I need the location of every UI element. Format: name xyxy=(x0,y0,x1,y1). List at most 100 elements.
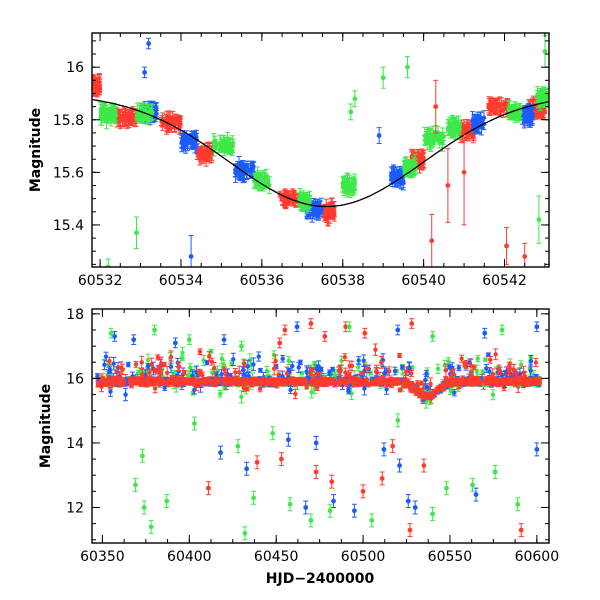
top-outlier-point xyxy=(146,37,152,50)
bottom-bright-outlier xyxy=(285,432,291,447)
top-data-point xyxy=(232,163,238,177)
bottom-plot-frame xyxy=(91,308,550,544)
bottom-x-tick-label: 60400 xyxy=(167,549,212,565)
bottom-bright-outlier xyxy=(141,500,147,515)
bottom-data-point xyxy=(256,351,262,362)
top-data-point xyxy=(176,115,182,126)
bottom-data-point xyxy=(451,389,457,397)
bottom-data-point xyxy=(462,362,468,368)
top-data-point xyxy=(344,180,350,192)
bottom-data-point xyxy=(123,387,129,402)
bottom-data-point xyxy=(493,348,499,361)
top-data-point xyxy=(498,97,504,112)
bottom-light-curve-panel: 60350 60400 60450 60500 60550 60600 12 14 16 18 M… xyxy=(38,307,559,587)
top-x-tick-label: 60540 xyxy=(401,273,446,289)
bottom-bright-outlier xyxy=(192,416,198,431)
bottom-bright-outlier xyxy=(205,481,211,496)
bottom-data-point xyxy=(490,389,496,401)
top-data-point xyxy=(457,122,463,135)
bottom-data-layer xyxy=(94,318,543,541)
bottom-data-point xyxy=(257,367,263,373)
top-data-point xyxy=(172,115,178,133)
bottom-y-tick-label: 14 xyxy=(66,436,84,452)
top-x-tick-label: 60534 xyxy=(159,273,204,289)
bottom-data-point xyxy=(198,369,204,376)
top-y-tick-label: 15.6 xyxy=(53,165,84,181)
bottom-bright-outlier xyxy=(331,494,337,508)
bottom-data-point xyxy=(273,354,279,368)
bottom-data-point xyxy=(297,359,303,366)
top-data-point xyxy=(153,103,159,116)
bottom-data-point xyxy=(106,356,112,366)
top-data-layer xyxy=(92,35,549,267)
bottom-faint-outlier xyxy=(430,331,436,342)
top-plot-frame xyxy=(91,32,550,268)
bottom-data-point xyxy=(399,364,405,370)
top-outlier-point xyxy=(536,195,542,244)
top-outlier-point xyxy=(188,234,194,267)
bottom-bright-outlier xyxy=(397,458,403,473)
bottom-data-point xyxy=(336,365,342,376)
top-data-point xyxy=(422,135,428,146)
bottom-bright-outlier xyxy=(534,442,540,457)
bottom-data-point xyxy=(149,357,155,372)
bottom-data-point xyxy=(211,361,217,375)
top-data-point xyxy=(472,118,478,127)
bottom-data-point xyxy=(146,368,152,377)
bottom-data-point xyxy=(506,361,512,369)
bottom-bright-outlier xyxy=(242,526,248,541)
bottom-data-point xyxy=(361,354,367,367)
bottom-data-point xyxy=(280,354,286,363)
bottom-data-point xyxy=(528,364,534,378)
top-plot-area xyxy=(92,35,549,267)
top-y-tick-label: 16 xyxy=(66,60,84,76)
bottom-faint-outlier xyxy=(409,318,415,329)
top-data-point xyxy=(119,108,125,127)
bottom-data-point xyxy=(299,371,305,376)
bottom-faint-outlier xyxy=(282,324,288,336)
bottom-data-point xyxy=(271,350,277,360)
bottom-bright-outlier xyxy=(515,497,521,512)
bottom-data-point xyxy=(358,371,364,376)
bottom-bright-outlier xyxy=(470,477,476,492)
bottom-bright-outlier xyxy=(132,477,138,492)
bottom-data-point xyxy=(456,364,462,372)
bottom-bright-outlier xyxy=(430,506,436,521)
top-axes: 60532 60534 60536 60538 60540 60542 15.4 15.6 15… xyxy=(53,33,549,289)
bottom-y-tick-label: 16 xyxy=(66,371,84,387)
top-outlier-point xyxy=(376,127,382,144)
top-data-point xyxy=(134,111,140,122)
bottom-bright-outlier xyxy=(244,461,250,476)
top-data-point xyxy=(223,139,229,154)
bottom-bright-outlier xyxy=(313,435,319,450)
top-data-point xyxy=(407,162,413,171)
top-data-point xyxy=(492,100,498,116)
top-data-point xyxy=(96,78,102,93)
bottom-bright-outlier xyxy=(139,448,145,463)
bottom-x-tick-label: 60450 xyxy=(254,549,299,565)
bottom-data-point xyxy=(181,370,187,376)
top-data-point xyxy=(213,141,219,150)
bottom-bright-outlier xyxy=(369,513,375,528)
bottom-data-point xyxy=(392,366,398,376)
top-outlier-point xyxy=(142,66,148,79)
top-y-tick-label: 15.4 xyxy=(53,218,84,234)
bottom-data-point xyxy=(230,352,236,366)
bottom-bright-outlier xyxy=(407,523,413,538)
bottom-data-point xyxy=(288,386,294,394)
bottom-bright-outlier xyxy=(443,481,449,496)
bottom-data-point xyxy=(342,353,348,362)
top-data-point xyxy=(438,134,444,142)
bottom-data-point xyxy=(139,355,145,369)
bottom-data-point xyxy=(342,367,348,378)
bottom-data-point xyxy=(133,360,139,368)
bottom-data-point xyxy=(397,387,403,393)
bottom-data-point xyxy=(475,355,481,363)
bottom-data-point xyxy=(238,390,244,404)
top-outlier-point xyxy=(542,35,548,68)
bottom-data-point xyxy=(157,369,163,377)
top-data-point xyxy=(229,135,235,154)
bottom-data-point xyxy=(201,354,207,366)
bottom-faint-outlier xyxy=(346,321,352,333)
bottom-faint-outlier xyxy=(294,321,300,333)
